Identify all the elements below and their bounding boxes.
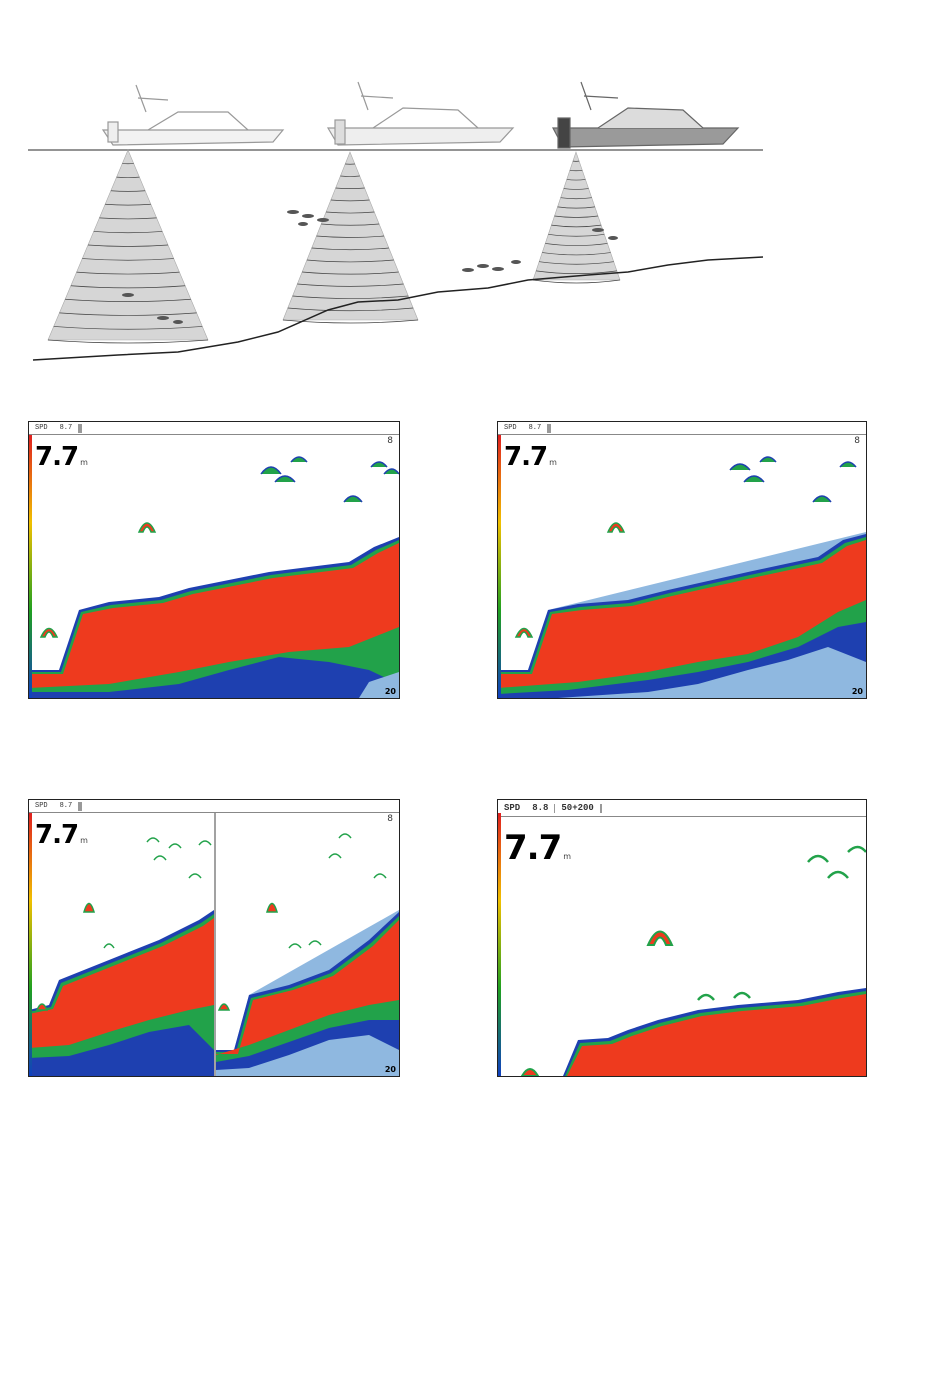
speed-label: SPD — [504, 424, 517, 432]
cone-arc — [563, 188, 589, 190]
depth-readout: 7.7 m — [504, 828, 571, 868]
sonar-cone — [532, 151, 621, 281]
cone-arc — [47, 339, 209, 344]
sea-floor-line — [32, 256, 764, 361]
cone-arc — [536, 270, 617, 274]
fish-arch-icon — [729, 456, 857, 503]
cone-arc — [551, 224, 602, 228]
cone-arc — [282, 319, 419, 324]
echogram — [520, 845, 866, 1076]
fish-arch-icon — [103, 833, 387, 949]
cone-arc — [82, 258, 174, 261]
speed-label: SPD — [35, 802, 48, 810]
status-bar: SPD 8.8 50+200 — [498, 800, 866, 817]
echogram — [498, 456, 866, 698]
scale-icon: 8 — [387, 814, 393, 824]
bottom-echo-red — [498, 540, 866, 688]
echogram — [29, 456, 399, 698]
bottom-echo-red — [29, 543, 399, 688]
cone-arc — [311, 247, 389, 251]
cone-arc — [335, 187, 365, 189]
cone-arc-lines — [47, 160, 621, 344]
depth-readout: 7.7 m — [504, 442, 557, 472]
bottom-echo-lightblue — [359, 672, 399, 698]
range-label: 20 — [384, 687, 396, 696]
scale-icon: 8 — [387, 436, 393, 446]
status-bar: SPD 8.7 — [29, 800, 399, 813]
sonar-cone — [47, 149, 209, 341]
cone-arc — [566, 179, 586, 181]
cone-arc — [93, 231, 163, 234]
cone-arc — [287, 307, 414, 312]
speed-label: SPD — [504, 803, 521, 813]
cone-arc — [532, 279, 621, 284]
sonar-panel-3-split: SPD 8.7 7.7 m 8 20 — [28, 799, 400, 1077]
color-scale-bar — [29, 435, 32, 698]
cone-arc — [548, 233, 605, 237]
cone-arc — [105, 203, 151, 206]
speed-value: 8.7 — [59, 802, 73, 810]
cone-arc — [53, 326, 203, 330]
sonar-panel-1: SPD 8.7 7.7 m 8 20 — [28, 421, 400, 699]
cone-arc — [87, 244, 169, 247]
speed-value: 8.7 — [528, 424, 542, 432]
speed-label: SPD — [35, 424, 48, 432]
cone-arc — [560, 197, 592, 200]
cone-arc — [306, 259, 394, 263]
cone-arc — [76, 271, 180, 275]
fish-arch-icon — [520, 930, 674, 1076]
depth-readout: 7.7 m — [35, 442, 88, 472]
depth-readout: 7.7 m — [35, 820, 88, 850]
fish-arch-icon — [39, 522, 157, 638]
echogram — [29, 800, 399, 1076]
sonar-panel-4-zoom: SPD 8.8 50+200 7.7 m — [497, 799, 867, 1077]
cone-arc — [292, 295, 409, 299]
boat-icon — [101, 84, 285, 146]
cone-arc — [321, 223, 380, 226]
cone-arc — [554, 215, 599, 218]
sonar-cone — [282, 151, 419, 321]
bottom-echo-red — [567, 994, 866, 1076]
sonar-cone-illustration — [28, 81, 764, 361]
zoom-range: 50+200 — [561, 803, 594, 813]
status-bar: SPD 8.7 — [498, 422, 866, 435]
cone-arc — [110, 190, 146, 192]
cone-arc — [316, 235, 385, 238]
speed-value: 8.8 — [532, 803, 549, 813]
range-label: 20 — [851, 687, 863, 696]
color-scale-bar — [498, 813, 501, 1076]
cone-arc — [59, 312, 197, 316]
cone-arc — [297, 283, 404, 287]
status-bar: SPD 8.7 — [29, 422, 399, 435]
cone-arc — [545, 243, 608, 246]
boat-icon — [552, 81, 740, 149]
range-label: 20 — [384, 1065, 396, 1074]
fish-arch-icon — [35, 902, 279, 1011]
cone-arc — [557, 206, 595, 209]
color-scale-bar — [29, 813, 32, 1076]
cone-arc — [330, 199, 370, 202]
cone-arc — [70, 285, 186, 289]
fish-arch-icon — [697, 845, 866, 1001]
cone-arc — [65, 298, 191, 302]
cone-arc — [326, 211, 375, 214]
fish-icon — [122, 210, 618, 324]
sonar-panel-2: SPD 8.7 7.7 m 8 20 — [497, 421, 867, 699]
cone-arc — [542, 252, 611, 256]
cone-arc — [99, 217, 157, 220]
cone-arc — [539, 261, 614, 265]
boat-icon — [326, 81, 515, 146]
speed-value: 8.7 — [59, 424, 73, 432]
color-scale-bar — [498, 435, 501, 698]
cone-arc — [302, 271, 399, 275]
fish-arch-icon — [514, 522, 626, 638]
fish-arch-icon — [260, 456, 399, 503]
scale-icon: 8 — [854, 436, 860, 446]
